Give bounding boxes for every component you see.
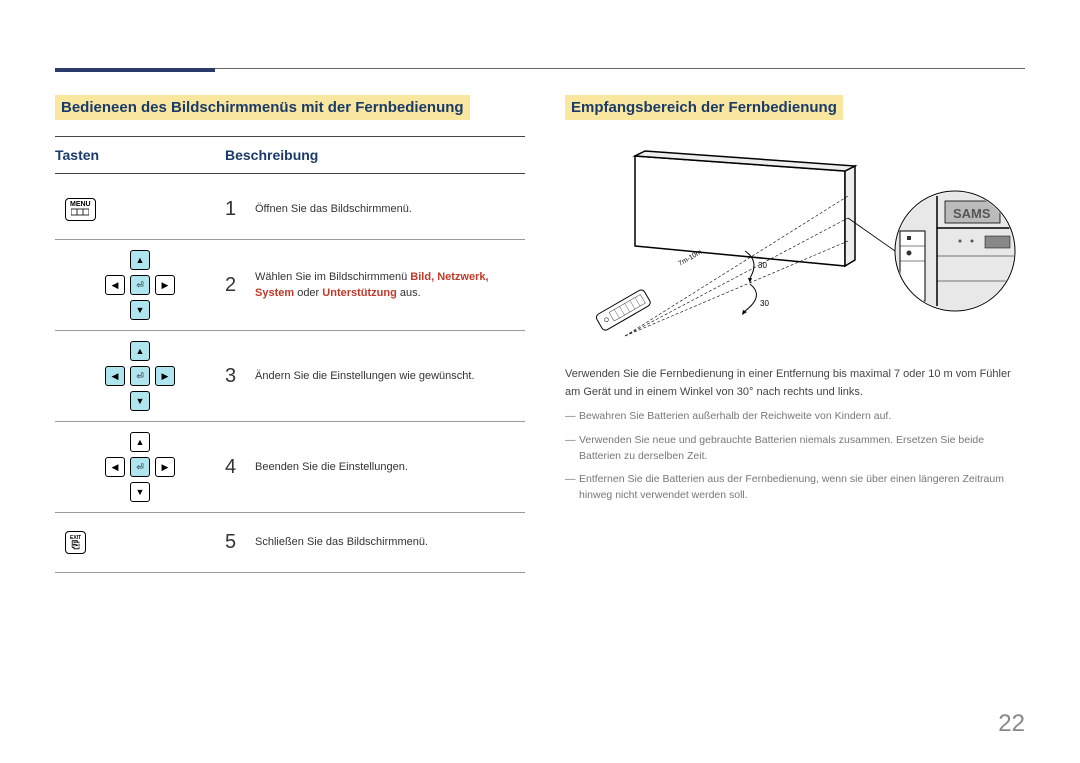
exit-button-icon: EXIT ⎘ [65,531,86,554]
text: , [485,271,488,283]
th-desc: Beschreibung [225,147,318,163]
dpad-icon: ▲ ▼ ◀ ▶ ⏎ [105,250,175,320]
right-paragraph: Verwenden Sie die Fernbedienung in einer… [565,366,1025,401]
button-icon-cell: ▲ ▼ ◀ ▶ ⏎ [55,341,225,411]
bullet-item: Bewahren Sie Batterien außerhalb der Rei… [565,409,1025,425]
dpad-left-icon: ◀ [105,457,125,477]
dpad-up-icon: ▲ [130,250,150,270]
menu-label: MENU [70,201,91,208]
hl-text: Netzwerk [437,271,485,283]
dpad-enter-icon: ⏎ [130,366,150,386]
button-icon-cell: ▲ ▼ ◀ ▶ ⏎ [55,250,225,320]
text: Wählen Sie im Bildschirmmenü [255,271,410,283]
dpad-enter-icon: ⏎ [130,457,150,477]
button-icon-cell: EXIT ⎘ [55,531,225,554]
text: oder [294,287,322,299]
th-buttons: Tasten [55,147,225,163]
text: aus. [397,287,421,299]
button-icon-cell: MENU [55,198,225,221]
table-row: ▲ ▼ ◀ ▶ ⏎ 4 Beenden Sie die Einstellunge… [55,422,525,513]
step-number: 1 [225,198,255,221]
left-heading: Bedieneen des Bildschirmmenüs mit der Fe… [55,95,470,120]
table-row: MENU 1 Öffnen Sie das Bildschirmmenü. [55,180,525,240]
dpad-right-icon: ▶ [155,366,175,386]
dpad-left-icon: ◀ [105,275,125,295]
button-icon-cell: ▲ ▼ ◀ ▶ ⏎ [55,432,225,502]
step-desc: Öffnen Sie das Bildschirmmenü. [255,201,525,218]
step-desc: Beenden Sie die Einstellungen. [255,459,525,476]
dpad-down-icon: ▼ [130,482,150,502]
dpad-up-icon: ▲ [130,432,150,452]
table-row: EXIT ⎘ 5 Schließen Sie das Bildschirmmen… [55,513,525,573]
header-thick-bar [55,68,215,72]
right-heading: Empfangsbereich der Fernbedienung [565,95,843,120]
brand-label: SAMS [953,206,991,221]
table-header: Tasten Beschreibung [55,136,525,174]
step-desc: Schließen Sie das Bildschirmmenü. [255,534,525,551]
diagram-svg: 30 30 7m-10m [565,136,1025,356]
dpad-up-icon: ▲ [130,341,150,361]
dpad-down-icon: ▼ [130,300,150,320]
page-number: 22 [998,710,1025,738]
angle-label: 30 [758,261,767,270]
left-column: Bedieneen des Bildschirmmenüs mit der Fe… [55,95,525,573]
main-content: Bedieneen des Bildschirmmenüs mit der Fe… [55,95,1025,573]
menu-button-icon: MENU [65,198,96,221]
hl-text: Bild [410,271,431,283]
dpad-icon: ▲ ▼ ◀ ▶ ⏎ [105,341,175,411]
bullet-item: Verwenden Sie neue und gebrauchte Batter… [565,433,1025,465]
dpad-down-icon: ▼ [130,391,150,411]
dpad-left-icon: ◀ [105,366,125,386]
hl-text: Unterstützung [322,287,397,299]
hl-text: System [255,287,294,299]
step-number: 3 [225,365,255,388]
step-desc: Wählen Sie im Bildschirmmenü Bild, Netzw… [255,269,525,302]
step-number: 2 [225,274,255,297]
table-row: ▲ ▼ ◀ ▶ ⏎ 3 Ändern Sie die Einstellungen… [55,331,525,422]
angle-label: 30 [760,299,769,308]
dpad-right-icon: ▶ [155,275,175,295]
bullet-item: Entfernen Sie die Batterien aus der Fern… [565,472,1025,504]
dpad-enter-icon: ⏎ [130,275,150,295]
remote-range-diagram: 30 30 7m-10m [565,136,1025,356]
dpad-right-icon: ▶ [155,457,175,477]
step-number: 4 [225,456,255,479]
step-desc: Ändern Sie die Einstellungen wie gewünsc… [255,368,525,385]
dpad-icon: ▲ ▼ ◀ ▶ ⏎ [105,432,175,502]
step-number: 5 [225,531,255,554]
right-column: Empfangsbereich der Fernbedienung 30 30 … [565,95,1025,573]
table-row: ▲ ▼ ◀ ▶ ⏎ 2 Wählen Sie im Bildschirmmenü… [55,240,525,331]
